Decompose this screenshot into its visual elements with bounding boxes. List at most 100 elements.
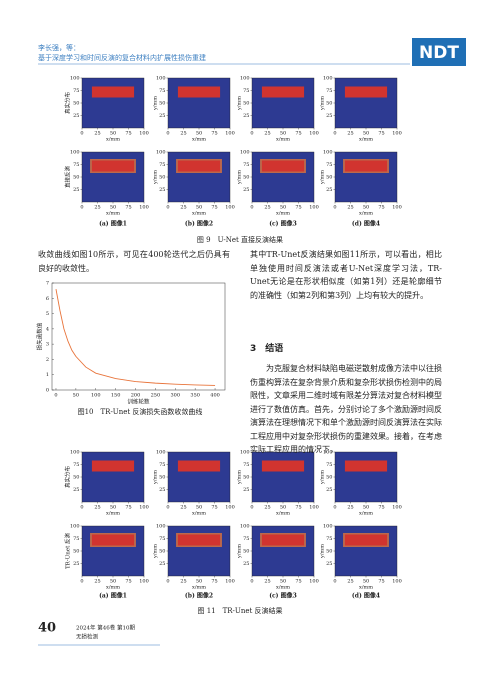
heatmap-background bbox=[334, 451, 398, 503]
y-tick-label: 25 bbox=[73, 561, 79, 567]
y-tick-label: 75 bbox=[73, 88, 79, 94]
y-tick-label: 50 bbox=[159, 475, 165, 481]
x-tick-label: 25 bbox=[264, 579, 270, 585]
footer-journal: 无损检测 bbox=[76, 633, 99, 641]
y-tick-label: 50 bbox=[243, 175, 249, 181]
x-tick-label: 0 bbox=[166, 205, 169, 211]
x-tick-label: 100 bbox=[392, 579, 402, 585]
x-tick-label: 75 bbox=[211, 205, 217, 211]
x-tick-label: 100 bbox=[91, 393, 101, 399]
x-tick-label: 75 bbox=[211, 131, 217, 137]
y-axis-label: y/mm bbox=[237, 96, 243, 111]
x-tick-label: 0 bbox=[333, 505, 336, 511]
y-tick-label: 75 bbox=[243, 462, 249, 468]
y-tick-label: 100 bbox=[70, 76, 80, 82]
defect bbox=[344, 534, 388, 546]
y-tick-label: 25 bbox=[326, 187, 332, 193]
x-tick-label: 75 bbox=[378, 505, 384, 511]
x-tick-label: 250 bbox=[151, 393, 161, 399]
x-tick-label: 0 bbox=[80, 579, 83, 585]
x-tick-label: 0 bbox=[166, 505, 169, 511]
y-tick-label: 25 bbox=[326, 487, 332, 493]
x-tick-label: 50 bbox=[280, 579, 286, 585]
x-axis-label: x/mm bbox=[192, 211, 206, 217]
x-tick-label: 75 bbox=[295, 505, 301, 511]
y-tick-label: 100 bbox=[240, 76, 250, 82]
y-axis-label: y/mm bbox=[153, 470, 159, 485]
x-tick-label: 300 bbox=[171, 393, 181, 399]
x-tick-label: 25 bbox=[264, 205, 270, 211]
y-tick-label: 75 bbox=[73, 162, 79, 168]
defect bbox=[91, 460, 135, 472]
panel-caption: (c) 图像3 bbox=[269, 592, 297, 600]
row-label: 真实分布 bbox=[64, 466, 72, 489]
row-label: TR-Unet 反演 bbox=[64, 532, 72, 569]
x-tick-label: 75 bbox=[378, 205, 384, 211]
x-tick-label: 50 bbox=[363, 505, 369, 511]
x-tick-label: 0 bbox=[166, 579, 169, 585]
y-tick-label: 25 bbox=[73, 487, 79, 493]
x-tick-label: 25 bbox=[94, 579, 100, 585]
y-tick-label: 100 bbox=[240, 150, 250, 156]
y-tick-label: 50 bbox=[326, 101, 332, 107]
x-tick-label: 25 bbox=[180, 131, 186, 137]
x-axis-label: 训练轮数 bbox=[127, 398, 150, 406]
y-axis-label: 损失函数值 bbox=[36, 322, 44, 350]
x-tick-label: 400 bbox=[210, 393, 220, 399]
x-tick-label: 25 bbox=[94, 205, 100, 211]
paragraph: 收敛曲线如图10所示，可见在400轮迭代之后仍具有良好的收敛性。 bbox=[38, 250, 230, 273]
y-tick-label: 100 bbox=[240, 450, 250, 456]
x-axis-label: x/mm bbox=[359, 137, 373, 143]
x-tick-label: 100 bbox=[309, 131, 319, 137]
y-tick-label: 75 bbox=[243, 88, 249, 94]
x-tick-label: 0 bbox=[80, 131, 83, 137]
x-tick-label: 0 bbox=[80, 205, 83, 211]
y-tick-label: 75 bbox=[159, 162, 165, 168]
y-axis-label: y/mm bbox=[320, 470, 326, 485]
x-tick-label: 100 bbox=[139, 205, 149, 211]
y-tick-label: 100 bbox=[156, 76, 166, 82]
x-tick-label: 50 bbox=[110, 131, 116, 137]
y-tick-label: 100 bbox=[156, 150, 166, 156]
y-axis-label: y/mm bbox=[153, 544, 159, 559]
y-tick-label: 50 bbox=[243, 549, 249, 555]
x-tick-label: 150 bbox=[111, 393, 121, 399]
y-tick-label: 100 bbox=[240, 524, 250, 530]
y-tick-label: 50 bbox=[73, 101, 79, 107]
loss-curve bbox=[55, 289, 216, 386]
y-tick-label: 50 bbox=[159, 175, 165, 181]
defect bbox=[261, 86, 305, 98]
y-axis-label: y/mm bbox=[237, 544, 243, 559]
defect bbox=[91, 534, 135, 546]
x-tick-label: 25 bbox=[180, 205, 186, 211]
defect bbox=[344, 460, 388, 472]
y-tick-label: 7 bbox=[46, 281, 49, 287]
footer-issue: 2024年 第46卷 第10期 bbox=[76, 624, 135, 632]
y-tick-label: 50 bbox=[73, 475, 79, 481]
logo: NDT bbox=[419, 43, 459, 63]
y-tick-label: 75 bbox=[326, 88, 332, 94]
section-heading: 3 结语 bbox=[250, 344, 284, 354]
heatmap-background bbox=[251, 77, 315, 129]
x-axis-label: x/mm bbox=[192, 585, 206, 591]
heatmap-background bbox=[167, 451, 231, 503]
y-tick-label: 2 bbox=[46, 357, 49, 363]
x-tick-label: 350 bbox=[190, 393, 200, 399]
defect bbox=[177, 160, 221, 172]
y-tick-label: 5 bbox=[46, 311, 49, 317]
x-tick-label: 75 bbox=[378, 131, 384, 137]
x-tick-label: 75 bbox=[378, 579, 384, 585]
x-tick-label: 50 bbox=[110, 205, 116, 211]
row-label: 直接反演 bbox=[64, 166, 72, 189]
x-tick-label: 0 bbox=[54, 393, 57, 399]
x-tick-label: 50 bbox=[363, 131, 369, 137]
x-tick-label: 100 bbox=[139, 131, 149, 137]
x-tick-label: 75 bbox=[125, 131, 131, 137]
x-tick-label: 0 bbox=[333, 205, 336, 211]
panel-caption: (a) 图像1 bbox=[99, 220, 127, 228]
y-axis-label: y/mm bbox=[237, 170, 243, 185]
x-axis-label: x/mm bbox=[106, 211, 120, 217]
y-tick-label: 25 bbox=[159, 187, 165, 193]
panel-caption: (b) 图像2 bbox=[185, 592, 213, 600]
